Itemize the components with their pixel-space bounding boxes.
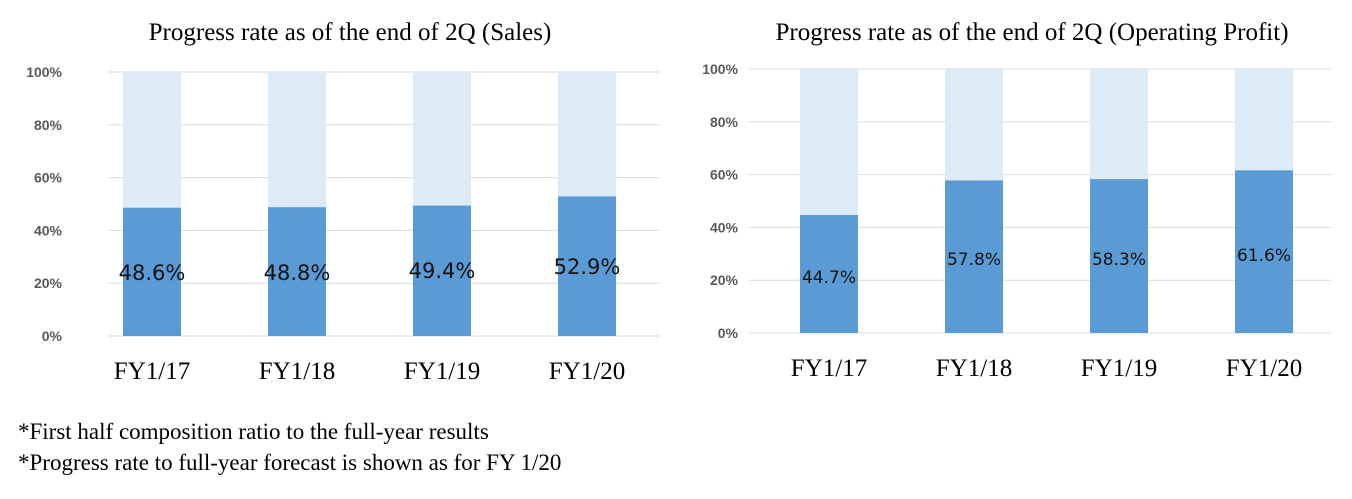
data-label: 48.8% [264,261,331,285]
footnote-forecast: *Progress rate to full-year forecast is … [18,450,562,475]
sales-remainder-bar-3 [413,72,471,206]
sales-value-bar-3 [413,205,471,336]
y-tick-label: 60% [710,167,739,183]
data-label: 44.7% [802,268,856,288]
operating-profit-value-bar-1 [800,214,858,333]
operating-profit-value-bar-4 [1235,170,1293,333]
data-label: 52.9% [554,255,621,279]
sales-value-bar-2 [268,207,326,336]
operating-profit-remainder-bar-1 [800,69,858,215]
y-tick-label: 100% [26,64,62,80]
footnotes: *First half composition ratio to the ful… [18,416,561,478]
y-tick-label: 80% [710,114,739,130]
x-tick-label: FY1/20 [1226,355,1302,382]
y-tick-label: 80% [34,117,63,133]
sales-value-bar-1 [123,207,181,336]
data-label: 57.8% [947,250,1001,270]
operating-profit-remainder-bar-2 [945,69,1003,181]
sales-value-bar-4 [558,196,616,336]
y-tick-label: 20% [34,275,63,291]
sales-remainder-bar-4 [558,72,616,197]
y-tick-label: 40% [710,219,739,235]
x-tick-label: FY1/17 [791,355,867,382]
x-tick-label: FY1/18 [259,358,335,385]
sales-progress-chart: Progress rate as of the end of 2Q (Sales… [0,0,676,405]
x-tick-label: FY1/19 [1081,355,1157,382]
sales-progress-chart-svg: Progress rate as of the end of 2Q (Sales… [26,19,660,385]
chart-title: Progress rate as of the end of 2Q (Opera… [775,19,1288,46]
sales-remainder-bar-1 [123,72,181,208]
y-tick-label: 100% [702,61,738,77]
y-tick-label: 20% [710,272,739,288]
operating-profit-value-bar-3 [1090,179,1148,333]
x-tick-label: FY1/18 [936,355,1012,382]
y-tick-label: 40% [34,222,63,238]
x-tick-label: FY1/20 [549,358,625,385]
chart-title: Progress rate as of the end of 2Q (Sales… [149,19,552,46]
x-tick-label: FY1/17 [114,358,190,385]
operating-profit-progress-chart-svg: Progress rate as of the end of 2Q (Opera… [702,19,1332,382]
y-tick-label: 0% [42,328,63,344]
operating-profit-remainder-bar-4 [1235,69,1293,171]
operating-profit-value-bar-2 [945,180,1003,333]
y-tick-label: 60% [34,170,63,186]
sales-remainder-bar-2 [268,72,326,208]
operating-profit-remainder-bar-3 [1090,69,1148,180]
data-label: 61.6% [1237,246,1291,266]
data-label: 48.6% [119,261,186,285]
data-label: 58.3% [1092,250,1146,270]
y-tick-label: 0% [718,325,739,341]
footnote-first-half-ratio: *First half composition ratio to the ful… [18,419,489,444]
x-tick-label: FY1/19 [404,358,480,385]
data-label: 49.4% [409,259,476,283]
operating-profit-progress-chart: Progress rate as of the end of 2Q (Opera… [676,0,1352,405]
